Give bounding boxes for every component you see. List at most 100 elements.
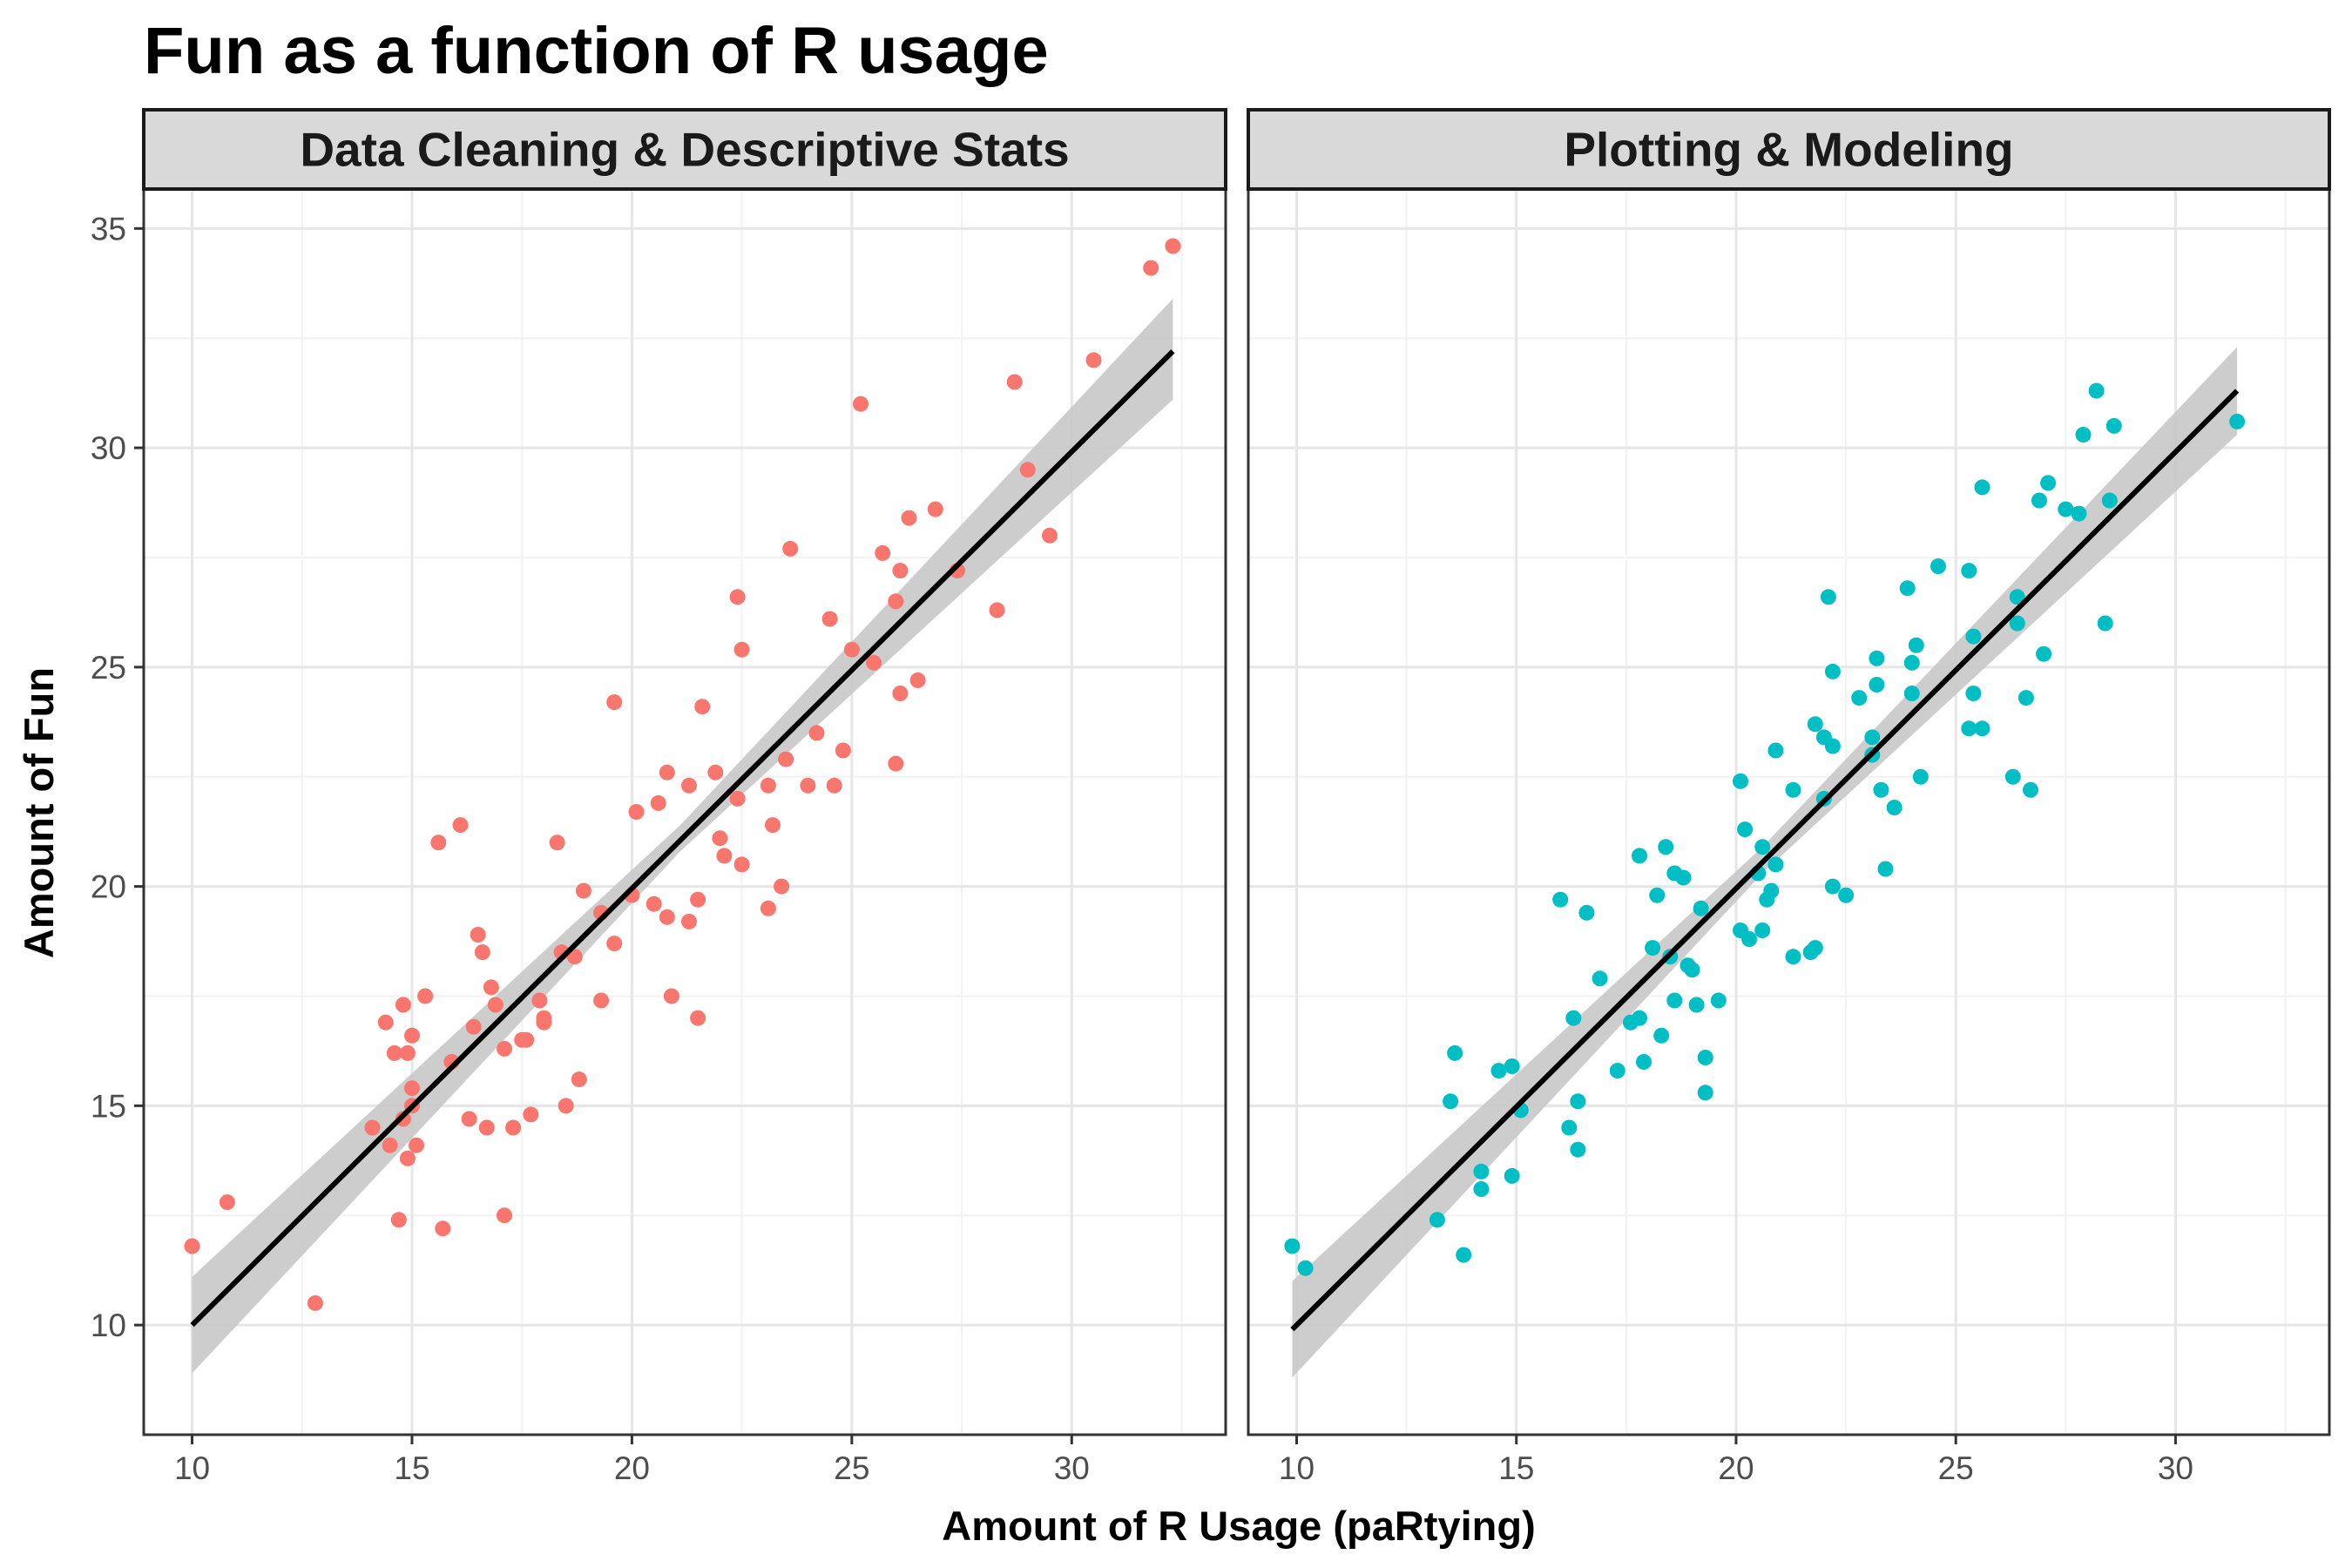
data-point [1504, 1058, 1520, 1074]
data-point [2023, 781, 2038, 798]
data-point [390, 1212, 407, 1228]
data-point [1570, 1141, 1586, 1158]
x-axis: 10 15 20 25 30 10 15 20 25 30 [174, 1435, 2193, 1486]
data-point [800, 777, 816, 794]
data-point [808, 725, 825, 741]
data-point [1042, 527, 1058, 544]
data-point [843, 641, 860, 658]
data-point [593, 992, 610, 1009]
data-point [1820, 589, 1836, 605]
data-point [733, 856, 750, 873]
data-point [729, 589, 746, 605]
y-tick-label: 15 [91, 1088, 126, 1124]
data-point [571, 1071, 587, 1088]
data-point [628, 804, 645, 820]
data-point [1873, 781, 1889, 798]
data-point [1737, 821, 1754, 838]
y-axis: 10 15 20 25 30 35 [91, 211, 144, 1343]
data-point [1143, 260, 1159, 276]
data-point [219, 1194, 235, 1211]
data-point [1592, 970, 1608, 987]
data-point [1869, 650, 1885, 666]
data-point [1869, 677, 1885, 693]
facet-strip-label: Data Cleaning & Descriptive Stats [300, 123, 1069, 177]
data-point [760, 900, 776, 916]
data-point [1961, 563, 1977, 579]
x-tick-label: 20 [1718, 1450, 1754, 1486]
x-tick-label: 15 [394, 1450, 429, 1486]
data-point [1561, 1119, 1578, 1136]
data-point [1903, 654, 1920, 671]
data-point [395, 997, 411, 1013]
x-tick-label: 25 [1938, 1450, 1974, 1486]
data-point [1807, 940, 1823, 956]
data-point [716, 848, 733, 864]
regression-line [1290, 389, 2240, 1332]
data-point [558, 1098, 574, 1114]
data-point [2097, 615, 2113, 632]
data-point [1666, 992, 1683, 1009]
data-point [2229, 413, 2246, 429]
data-point [1697, 1085, 1713, 1101]
data-point [1609, 1063, 1625, 1079]
data-point [2058, 501, 2074, 517]
data-point [1741, 931, 1758, 947]
data-point [892, 686, 909, 701]
y-tick-label: 25 [91, 650, 126, 686]
y-tick-label: 10 [91, 1308, 126, 1343]
facet-strip [142, 108, 1227, 191]
x-tick-label: 15 [1498, 1450, 1534, 1486]
data-point [681, 777, 697, 794]
data-point [1754, 923, 1771, 938]
data-point [1710, 992, 1727, 1009]
y-tick-label: 30 [91, 430, 126, 466]
data-point [1456, 1247, 1472, 1263]
data-point [927, 501, 943, 517]
data-point [1899, 580, 1916, 597]
data-point [2101, 492, 2118, 509]
data-point [606, 694, 623, 711]
data-point [1632, 1010, 1647, 1026]
data-point [1697, 1050, 1713, 1065]
data-point [2036, 645, 2052, 662]
data-point [399, 1044, 416, 1061]
data-point [531, 992, 548, 1009]
data-point [430, 835, 447, 851]
data-point [888, 755, 904, 772]
data-point [184, 1238, 200, 1254]
data-point [1767, 856, 1784, 873]
data-point [1632, 848, 1647, 864]
facet-strip-label: Plotting & Modeling [1564, 123, 2013, 177]
data-point [1688, 997, 1705, 1013]
data-point [417, 988, 434, 1004]
data-point [461, 1111, 477, 1127]
data-point [1570, 1093, 1586, 1110]
data-point [404, 1080, 420, 1097]
data-point [659, 909, 675, 925]
data-point [835, 742, 851, 759]
data-point [474, 944, 490, 961]
data-point [1552, 891, 1569, 908]
data-point [1912, 768, 1929, 785]
data-point [1447, 1044, 1463, 1061]
data-point [1785, 781, 1801, 798]
data-point [307, 1294, 323, 1311]
data-point [712, 830, 728, 847]
facet-strip [1247, 108, 2331, 191]
data-point [1877, 861, 1894, 877]
data-point [821, 611, 838, 627]
data-point [681, 913, 697, 929]
data-point [386, 1044, 402, 1061]
data-point [989, 602, 1005, 618]
data-point [409, 1137, 424, 1153]
data-point [452, 817, 469, 834]
data-point [1658, 839, 1674, 855]
data-point [645, 896, 662, 912]
data-point [2017, 690, 2034, 706]
data-point [1864, 729, 1881, 746]
data-point [2105, 417, 2122, 434]
data-point [1645, 940, 1661, 956]
data-point [1675, 869, 1692, 886]
data-point [733, 641, 750, 658]
